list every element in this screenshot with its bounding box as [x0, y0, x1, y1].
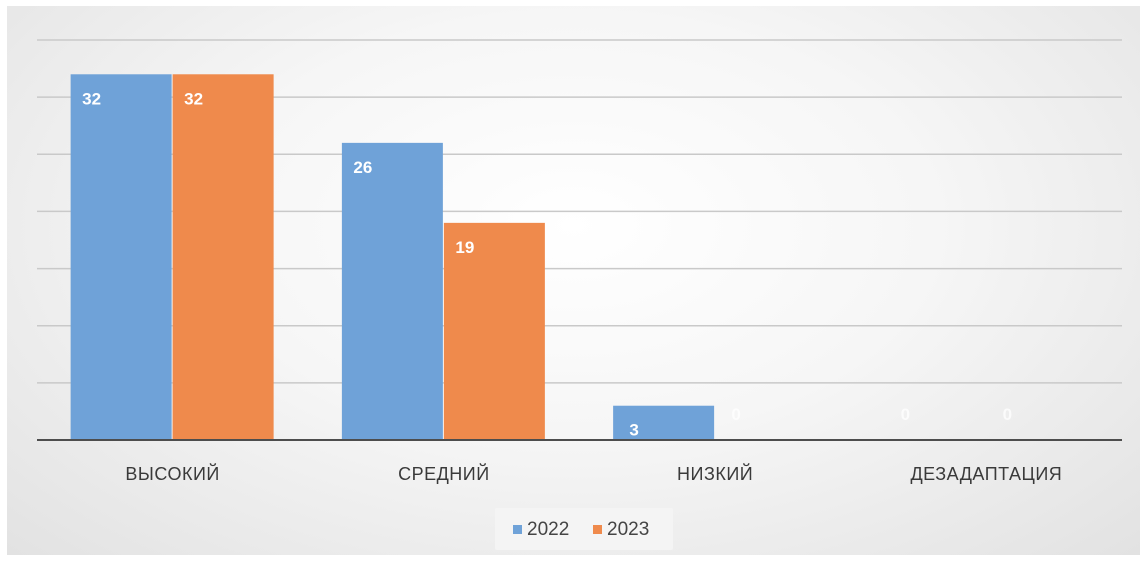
data-labels: 32 32 26 19 3 0 0 0 — [82, 89, 1012, 439]
legend-label-2022: 2022 — [527, 519, 569, 540]
data-label-2023-0: 32 — [184, 89, 203, 108]
bars — [70, 74, 715, 441]
bar-2022-2 — [613, 405, 715, 440]
category-label: НИЗКИЙ — [677, 463, 753, 484]
bar-2023-1 — [443, 222, 545, 440]
data-label-2023-3: 0 — [1003, 405, 1012, 424]
legend-swatch-2023 — [593, 525, 602, 534]
data-label-2023-1: 19 — [455, 238, 474, 257]
category-label: СРЕДНИЙ — [398, 463, 490, 484]
data-label-2023-2: 0 — [731, 405, 740, 424]
chart-area: 32 32 26 19 3 0 0 0 ВЫСОКИЙ СРЕДНИЙ НИЗКИЙ ДЕЗАДАП… — [7, 6, 1140, 555]
legend-label-2023: 2023 — [607, 519, 649, 540]
category-label: ВЫСОКИЙ — [125, 463, 219, 484]
bar-2022-1 — [341, 142, 443, 440]
data-label-2022-2: 3 — [629, 421, 638, 440]
data-label-2022-0: 32 — [82, 89, 101, 108]
legend-box — [495, 508, 673, 550]
bar-2023-0 — [172, 74, 274, 441]
bar-2022-0 — [70, 74, 172, 441]
category-labels: ВЫСОКИЙ СРЕДНИЙ НИЗКИЙ ДЕЗАДАПТАЦИЯ — [125, 463, 1062, 484]
legend: 2022 2023 — [495, 508, 673, 550]
bar-chart: 32 32 26 19 3 0 0 0 ВЫСОКИЙ СРЕДНИЙ НИЗКИЙ ДЕЗАДАП… — [37, 39, 1122, 550]
data-label-2022-3: 0 — [901, 405, 910, 424]
legend-swatch-2022 — [513, 525, 522, 534]
category-label: ДЕЗАДАПТАЦИЯ — [910, 464, 1062, 484]
data-label-2022-1: 26 — [353, 158, 372, 177]
